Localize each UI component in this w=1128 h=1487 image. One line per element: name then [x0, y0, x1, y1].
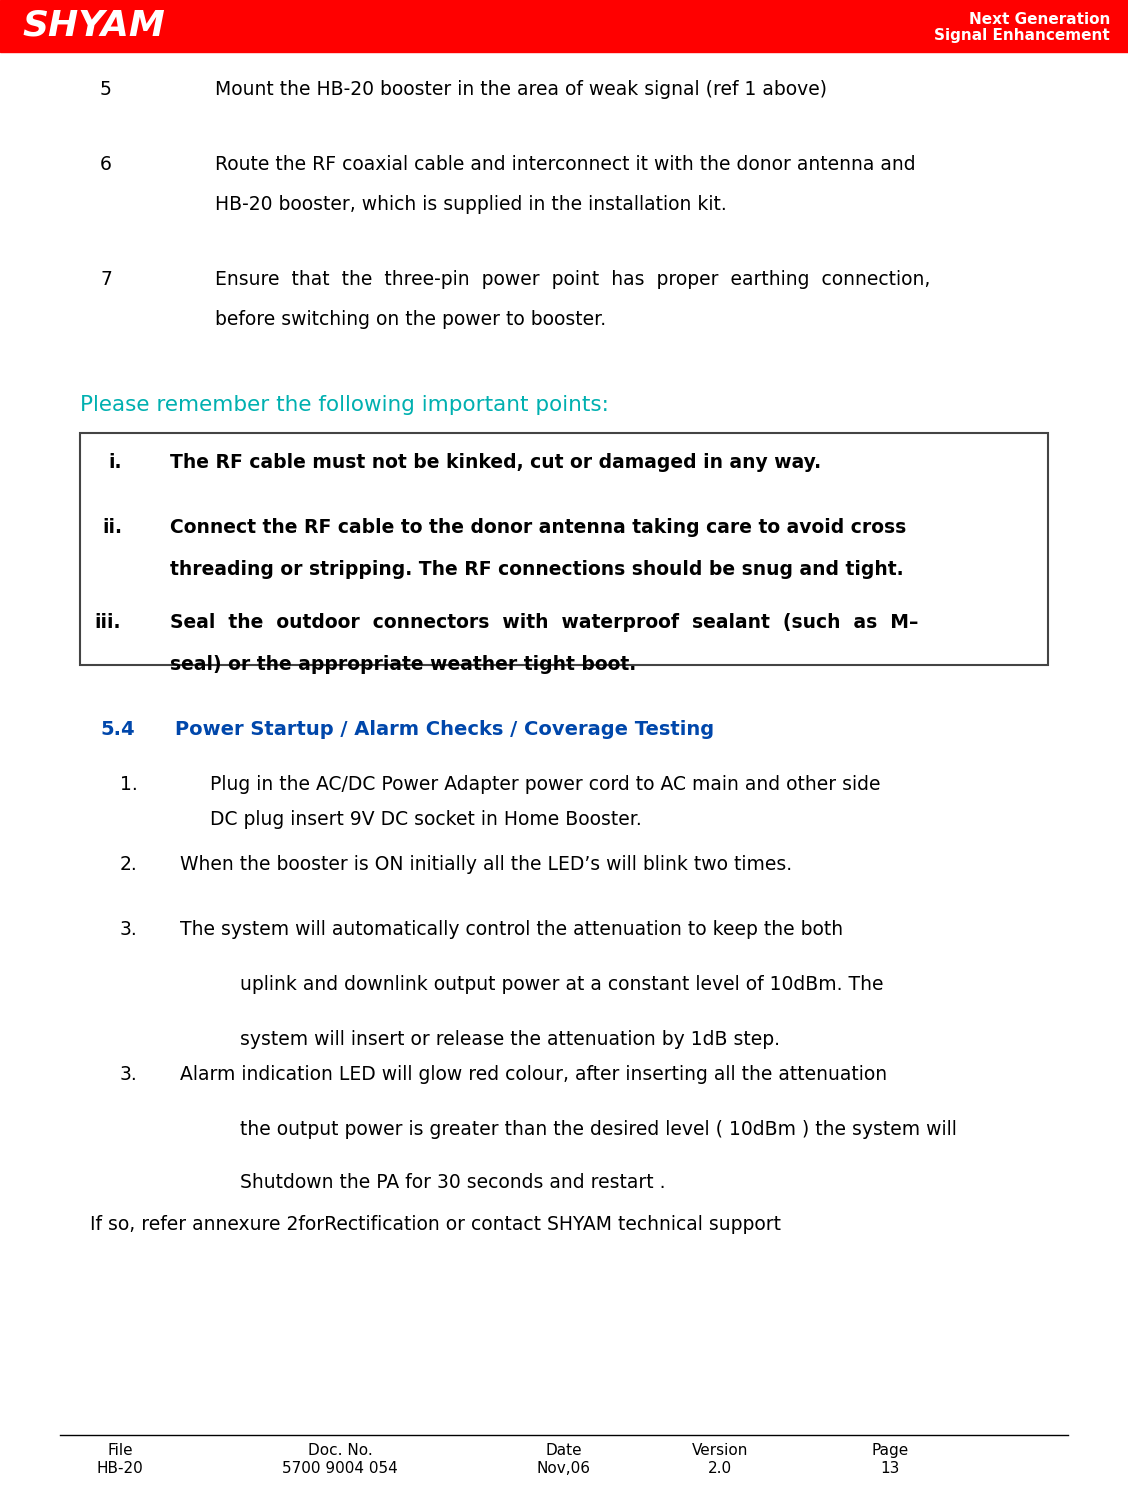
Text: 1.: 1.	[120, 775, 138, 794]
Text: 7: 7	[100, 271, 112, 288]
Text: Nov,06: Nov,06	[537, 1462, 591, 1477]
Text: the output power is greater than the desired level ( 10dBm ) the system will: the output power is greater than the des…	[240, 1120, 957, 1139]
Text: ii.: ii.	[102, 517, 122, 537]
Text: before switching on the power to booster.: before switching on the power to booster…	[215, 309, 606, 329]
Text: 5: 5	[100, 80, 112, 100]
Text: HB-20: HB-20	[97, 1462, 143, 1477]
Text: system will insert or release the attenuation by 1dB step.: system will insert or release the attenu…	[240, 1030, 779, 1048]
Text: uplink and downlink output power at a constant level of 10dBm. The: uplink and downlink output power at a co…	[240, 975, 883, 993]
Text: 3.: 3.	[120, 1065, 138, 1084]
Text: 3.: 3.	[120, 920, 138, 938]
Text: Shutdown the PA for 30 seconds and restart .: Shutdown the PA for 30 seconds and resta…	[240, 1173, 666, 1193]
Text: iii.: iii.	[94, 613, 121, 632]
Text: Signal Enhancement: Signal Enhancement	[934, 28, 1110, 43]
Text: File: File	[107, 1442, 133, 1457]
Text: 6: 6	[100, 155, 112, 174]
Text: When the booster is ON initially all the LED’s will blink two times.: When the booster is ON initially all the…	[180, 855, 792, 874]
Text: Ensure  that  the  three-pin  power  point  has  proper  earthing  connection,: Ensure that the three-pin power point ha…	[215, 271, 931, 288]
Bar	[0, 0, 1128, 52]
Text: 5.4: 5.4	[100, 720, 134, 739]
Text: Page: Page	[871, 1442, 909, 1457]
Text: Doc. No.: Doc. No.	[308, 1442, 372, 1457]
Text: Next Generation: Next Generation	[969, 12, 1110, 27]
Text: The system will automatically control the attenuation to keep the both: The system will automatically control th…	[180, 920, 843, 938]
Text: Alarm indication LED will glow red colour, after inserting all the attenuation: Alarm indication LED will glow red colou…	[180, 1065, 887, 1084]
Text: i.: i.	[108, 454, 122, 471]
Text: SHYAM: SHYAM	[23, 9, 165, 43]
Text: 5700 9004 054: 5700 9004 054	[282, 1462, 398, 1477]
Text: Date: Date	[546, 1442, 582, 1457]
Bar	[80, 433, 1048, 665]
Text: HB-20 booster, which is supplied in the installation kit.: HB-20 booster, which is supplied in the …	[215, 195, 726, 214]
Text: Mount the HB-20 booster in the area of weak signal (ref 1 above): Mount the HB-20 booster in the area of w…	[215, 80, 827, 100]
Text: DC plug insert 9V DC socket in Home Booster.: DC plug insert 9V DC socket in Home Boos…	[210, 810, 642, 828]
Text: Connect the RF cable to the donor antenna taking care to avoid cross: Connect the RF cable to the donor antenn…	[170, 517, 906, 537]
Text: 2.: 2.	[120, 855, 138, 874]
Text: Please remember the following important points:: Please remember the following important …	[80, 396, 609, 415]
Text: Plug in the AC/DC Power Adapter power cord to AC main and other side: Plug in the AC/DC Power Adapter power co…	[210, 775, 881, 794]
Text: 13: 13	[880, 1462, 900, 1477]
Text: The RF cable must not be kinked, cut or damaged in any way.: The RF cable must not be kinked, cut or …	[170, 454, 821, 471]
Text: seal) or the appropriate weather tight boot.: seal) or the appropriate weather tight b…	[170, 654, 636, 674]
Text: Version: Version	[691, 1442, 748, 1457]
Text: If so, refer annexure 2forRectification or contact SHYAM technical support: If so, refer annexure 2forRectification …	[90, 1215, 781, 1234]
Text: Route the RF coaxial cable and interconnect it with the donor antenna and: Route the RF coaxial cable and interconn…	[215, 155, 916, 174]
Text: Seal  the  outdoor  connectors  with  waterproof  sealant  (such  as  M–: Seal the outdoor connectors with waterpr…	[170, 613, 918, 632]
Text: 2.0: 2.0	[708, 1462, 732, 1477]
Text: Power Startup / Alarm Checks / Coverage Testing: Power Startup / Alarm Checks / Coverage …	[175, 720, 714, 739]
Text: threading or stripping. The RF connections should be snug and tight.: threading or stripping. The RF connectio…	[170, 561, 904, 578]
